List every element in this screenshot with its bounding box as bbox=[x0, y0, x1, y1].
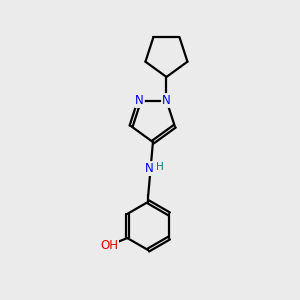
Text: N: N bbox=[135, 94, 144, 107]
Text: H: H bbox=[156, 162, 164, 172]
Text: OH: OH bbox=[100, 239, 118, 252]
Text: N: N bbox=[162, 94, 171, 107]
Text: N: N bbox=[145, 162, 154, 175]
